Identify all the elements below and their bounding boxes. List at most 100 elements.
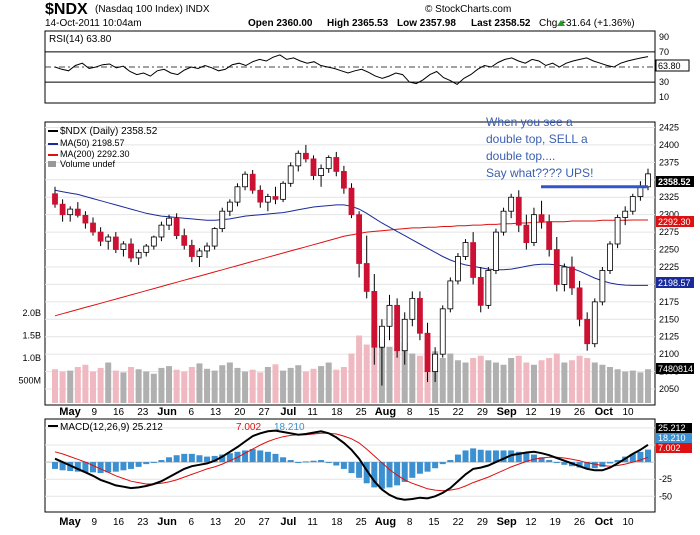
volume-bar [74,367,81,403]
x-tick-label: 15 [428,407,440,418]
macd-histogram-bar [645,449,651,463]
macd-histogram-bar [280,457,287,463]
rsi-tag-text: 63.80 [658,61,681,71]
volume-bar [67,370,74,403]
candle-body [166,217,172,226]
candle-body [295,152,302,167]
volume-bar [219,365,226,403]
volume-legend-text: Volume undef [60,159,116,169]
volume-bar [584,358,591,403]
ma50-tag-box [656,277,694,288]
candle-body [105,236,112,242]
candle-body [515,196,522,226]
rsi-tick-label: 10 [659,92,669,102]
volume-bar [500,364,507,403]
price-tick-label: 2100 [659,349,679,359]
rsi-tag-box [655,59,690,72]
x-tick-label: 8 [407,517,413,528]
x-tick-label: Jul [280,516,296,528]
volume-bar [492,362,499,403]
macd-histogram-bar [325,462,332,464]
candle-body [386,304,393,327]
candle-body [508,196,515,212]
volume-bar [188,367,195,403]
x-tick-label: 15 [428,517,440,528]
macd-histogram-bar [470,448,477,463]
candle-body [470,242,477,278]
price-tick-label: 2300 [659,210,679,220]
macd-histogram-bar [614,460,621,463]
candle-body [219,210,226,230]
candle-body [318,168,324,177]
candle-body [569,266,575,289]
candle-body [128,243,134,259]
volume-bar [120,372,127,403]
macd-histogram-bar [135,462,142,467]
candle-body [234,186,241,203]
macd-tag-box [656,423,692,433]
x-tick-label: 9 [91,407,97,418]
candlesticks [52,144,651,386]
macd-histogram-bar [576,462,583,468]
x-axis-bottom: May 9 16 23 Jun 6 13 20 27 Jul 11 18 25 Aug 8 15 22 29 Sep… [59,516,634,528]
candle-body [371,290,378,348]
x-tick-label: 18 [331,517,343,528]
x-tick-label: 29 [477,517,489,528]
macd-histogram-bar [492,450,499,463]
candle-body [112,236,119,250]
high-text: High 2365.53 [327,18,389,29]
macd-histogram-bar [386,462,393,488]
candle-body [607,243,613,271]
candle-body [591,301,598,345]
candle-body [462,242,469,257]
volume-bar [280,370,287,403]
macd-histogram-bar [219,454,226,463]
macd-histogram-bar [538,457,545,463]
macd-lines [52,429,651,501]
volume-bar [158,367,165,403]
macd-histogram-bar [333,462,340,466]
price-tick-label: 2425 [659,122,679,132]
macd-tag-text: 25.212 [658,423,686,433]
candle-body [379,325,385,348]
volume-bar [591,362,598,403]
last-text: Last 2358.52 [471,18,531,29]
volume-bar [561,362,568,403]
macd-histogram-bar [439,462,446,465]
volume-tag: 7480814 [656,363,694,374]
index-name: (Nasdaq 100 Index) INDX [95,4,210,15]
last-price-tag: 2358.52 [656,176,694,187]
macd-legend: MACD(12,26,9) 25.212 7.002 18.210 [48,422,305,433]
rsi-tick-label: 70 [659,47,669,57]
candle-body [409,297,416,320]
macd-histogram-bar [629,453,636,463]
macd-value-tags: 25.212 18.210 7.002 [656,423,692,453]
volume-bar [462,362,469,403]
candle-body [226,201,233,212]
volume-bar [59,371,66,403]
candle-body [485,270,492,306]
x-tick-label: 19 [550,407,562,418]
volume-bar [508,358,515,403]
macd-histogram-bar [378,462,385,489]
volume-bar [128,367,135,403]
volume-axis-label: 1.0B [22,353,41,363]
x-tick-label: 23 [137,517,149,528]
candle-body [561,266,568,285]
x-tick-label: 27 [259,517,271,528]
volume-bar [325,362,332,403]
volume-bar [386,346,393,403]
x-tick-label: Jul [280,406,296,418]
volume-axis-label: 2.0B [22,308,41,318]
ma200-tag-box [656,216,694,227]
volume-bar [409,353,416,403]
price-tick-label: 2225 [659,262,679,272]
rsi-series-line [54,54,649,86]
macd-histogram-bar [295,462,302,464]
x-tick-label: 8 [407,407,413,418]
volume-bar [394,349,401,403]
ma200-tag-text: 2292.30 [658,217,691,227]
price-tick-label: 2250 [659,245,679,255]
candle-body [394,304,401,352]
x-tick-label: 11 [307,407,318,418]
